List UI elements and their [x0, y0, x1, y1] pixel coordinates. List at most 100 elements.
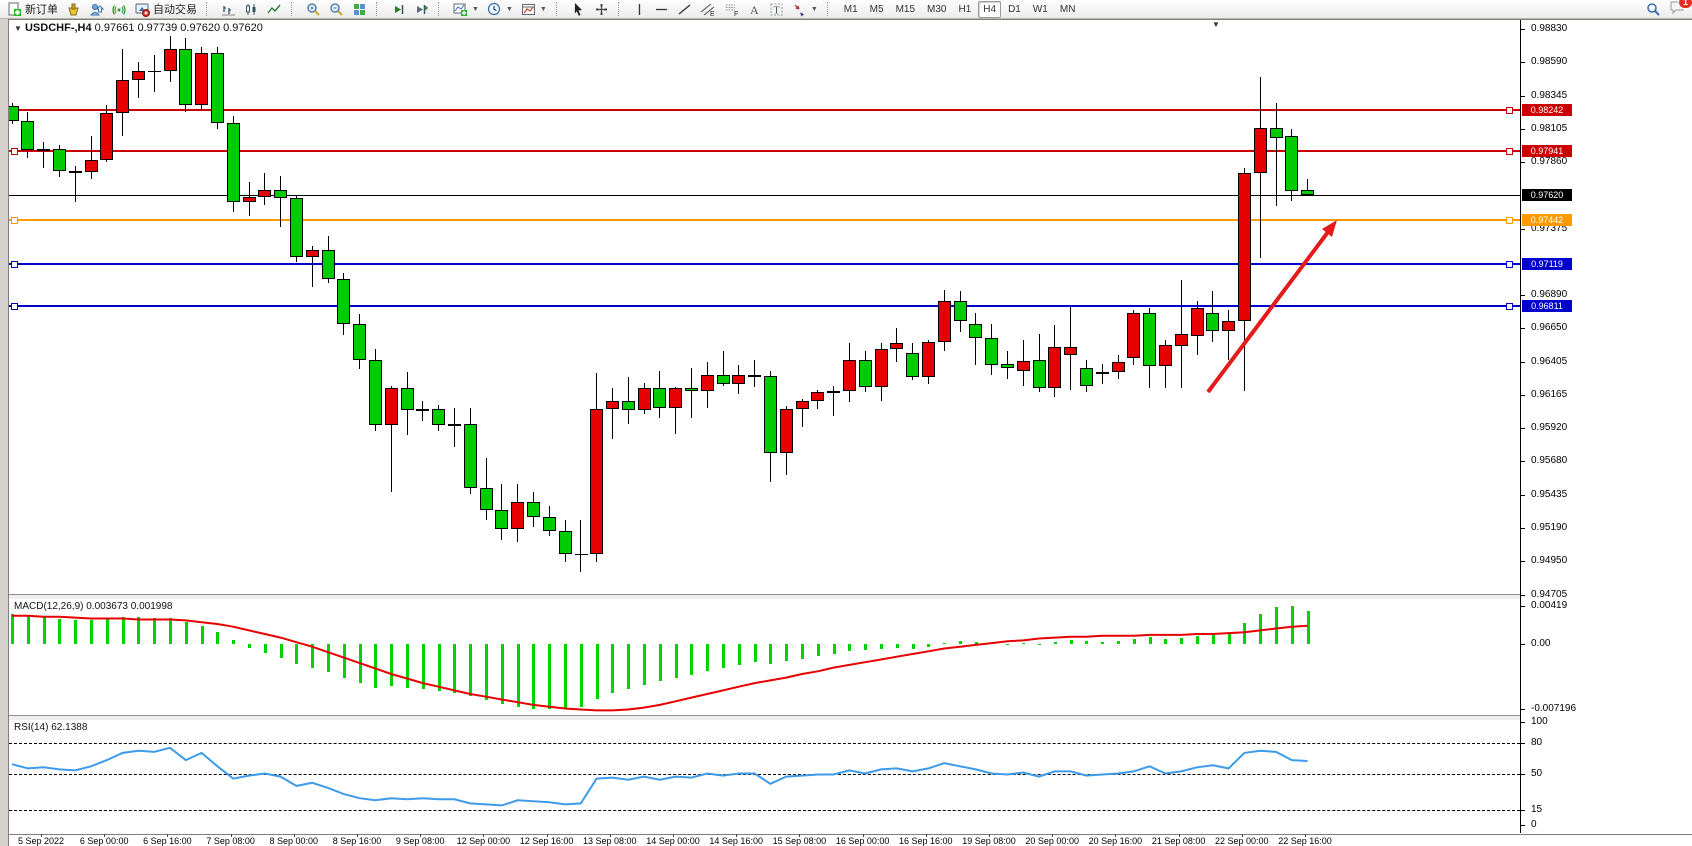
horizontal-line-object[interactable]	[9, 219, 1520, 221]
macd-histogram-bar	[753, 644, 757, 663]
macd-histogram-bar	[880, 644, 883, 649]
signal-button[interactable]	[108, 0, 131, 18]
vertical-line-button[interactable]	[629, 0, 650, 18]
fibonacci-button[interactable]: F	[720, 0, 744, 18]
time-tick	[609, 834, 611, 837]
macd-pane[interactable]: MACD(12,26,9) 0.003673 0.001998	[9, 599, 1520, 714]
styler-button[interactable]	[62, 0, 85, 18]
crosshair-button[interactable]	[590, 0, 613, 18]
periods-button[interactable]: ▼	[483, 0, 517, 18]
line-anchor-marker[interactable]	[1506, 107, 1513, 114]
candle-bullish	[874, 348, 888, 387]
candle-bearish	[985, 337, 999, 366]
candle-bullish	[779, 408, 793, 453]
tile-windows-button[interactable]	[348, 0, 371, 18]
candle-chart-button[interactable]	[240, 0, 263, 18]
price-tick	[1521, 328, 1525, 330]
cursor-button[interactable]	[567, 0, 590, 18]
candle-bullish	[827, 391, 841, 394]
line-anchor-marker[interactable]	[1506, 261, 1513, 268]
indicators-button[interactable]: ▼	[449, 0, 483, 18]
macd-histogram-bar	[11, 614, 14, 644]
bar-chart-button[interactable]	[217, 0, 240, 18]
auto-scroll-button[interactable]	[387, 0, 410, 18]
horizontal-line-object[interactable]	[9, 109, 1520, 111]
zoom-in-button[interactable]	[302, 0, 325, 18]
price-tick	[1521, 494, 1525, 496]
horizontal-line-button[interactable]	[650, 0, 673, 18]
timeframe-MN[interactable]: MN	[1059, 3, 1076, 15]
line-anchor-marker[interactable]	[11, 148, 18, 155]
text-button[interactable]: A	[744, 0, 765, 18]
macd-tick-label: -0.007196	[1531, 703, 1577, 715]
macd-histogram-bar	[26, 614, 30, 644]
text-label-button[interactable]: T	[765, 0, 788, 18]
horizontal-line-object[interactable]	[9, 150, 1520, 152]
candle-bullish	[937, 300, 951, 342]
candle-bullish	[384, 388, 398, 426]
price-pane[interactable]: ▼ USDCHF-,H4 0.97661 0.97739 0.97620 0.9…	[9, 20, 1520, 593]
zoom-out-button[interactable]	[325, 0, 348, 18]
line-anchor-marker[interactable]	[11, 217, 18, 224]
candle-bullish	[447, 423, 461, 426]
line-anchor-marker[interactable]	[1506, 148, 1513, 155]
templates-button[interactable]: ▼	[517, 0, 551, 18]
timeframe-M15[interactable]: M15	[895, 3, 916, 15]
candle-bullish	[605, 400, 619, 409]
candle-wick	[1101, 363, 1103, 385]
time-tick-label: 16 Sep 16:00	[899, 836, 953, 846]
line-chart-button[interactable]	[263, 0, 286, 18]
macd-histogram-bar	[848, 644, 852, 652]
toolbar-separator	[617, 2, 624, 16]
candle-wick	[580, 519, 582, 572]
chart-shift-marker[interactable]: ▼	[1212, 20, 1220, 29]
price-tick	[1521, 62, 1525, 64]
chart-shift-button[interactable]	[410, 0, 433, 18]
macd-histogram-bar	[1275, 606, 1278, 644]
time-tick	[357, 834, 358, 837]
toolbar-separator	[438, 2, 444, 16]
line-anchor-marker[interactable]	[1506, 217, 1513, 224]
time-axis[interactable]: 5 Sep 2022 6 Sep 00:00 6 Sep 16:00 7 Sep 08…	[9, 834, 1692, 846]
publish-button[interactable]	[85, 0, 108, 18]
timeframe-D1[interactable]: D1	[1008, 3, 1021, 15]
macd-histogram-bar	[564, 644, 567, 708]
collapse-icon[interactable]: ▼	[14, 24, 22, 33]
macd-histogram-bar	[453, 644, 457, 694]
timeframe-M1[interactable]: M1	[843, 3, 858, 15]
timeframe-M5[interactable]: M5	[869, 3, 884, 15]
timeframe-H4[interactable]: H4	[978, 0, 1002, 18]
macd-histogram-bar	[374, 644, 378, 688]
time-tick-label: 14 Sep 00:00	[646, 836, 700, 846]
timeframe-M30[interactable]: M30	[927, 3, 947, 15]
text-icon: A	[750, 3, 759, 17]
equidistant-channel-button[interactable]: E	[696, 0, 720, 18]
horizontal-line-object[interactable]	[9, 305, 1520, 307]
candle-bearish	[716, 374, 730, 385]
trendline-button[interactable]	[673, 0, 696, 18]
candle-bearish	[1285, 136, 1299, 192]
search-icon[interactable]	[1646, 2, 1661, 17]
toolbar-separator	[291, 2, 297, 16]
candle-bearish	[763, 376, 777, 453]
price-tick-label: 0.96650	[1531, 322, 1568, 334]
new-order-button[interactable]: 新订单	[3, 0, 62, 18]
chart-window[interactable]: ▼ USDCHF-,H4 0.97661 0.97739 0.97620 0.9…	[8, 19, 1692, 846]
timeframe-W1[interactable]: W1	[1032, 3, 1048, 15]
auto-trading-button[interactable]: 自动交易	[131, 0, 201, 18]
arrows-button[interactable]: ▼	[788, 0, 822, 18]
timeframe-H1[interactable]: H1	[958, 3, 972, 15]
line-anchor-marker[interactable]	[11, 303, 18, 310]
candle-bearish	[52, 148, 66, 171]
candle-bullish	[1237, 173, 1251, 322]
rsi-pane[interactable]: RSI(14) 62.1388	[9, 720, 1520, 833]
bid-price-line[interactable]	[9, 195, 1520, 196]
line-anchor-marker[interactable]	[1506, 303, 1513, 310]
line-anchor-marker[interactable]	[11, 261, 18, 268]
horizontal-line-object[interactable]	[9, 263, 1520, 265]
cursor-icon	[574, 2, 582, 16]
price-axis[interactable]: 0.98830 0.98590 0.98345 0.98105 0.97860 0.973…	[1520, 20, 1692, 833]
notifications-button[interactable]: 1	[1669, 0, 1692, 18]
time-tick	[167, 834, 169, 837]
candle-bearish	[337, 278, 351, 324]
